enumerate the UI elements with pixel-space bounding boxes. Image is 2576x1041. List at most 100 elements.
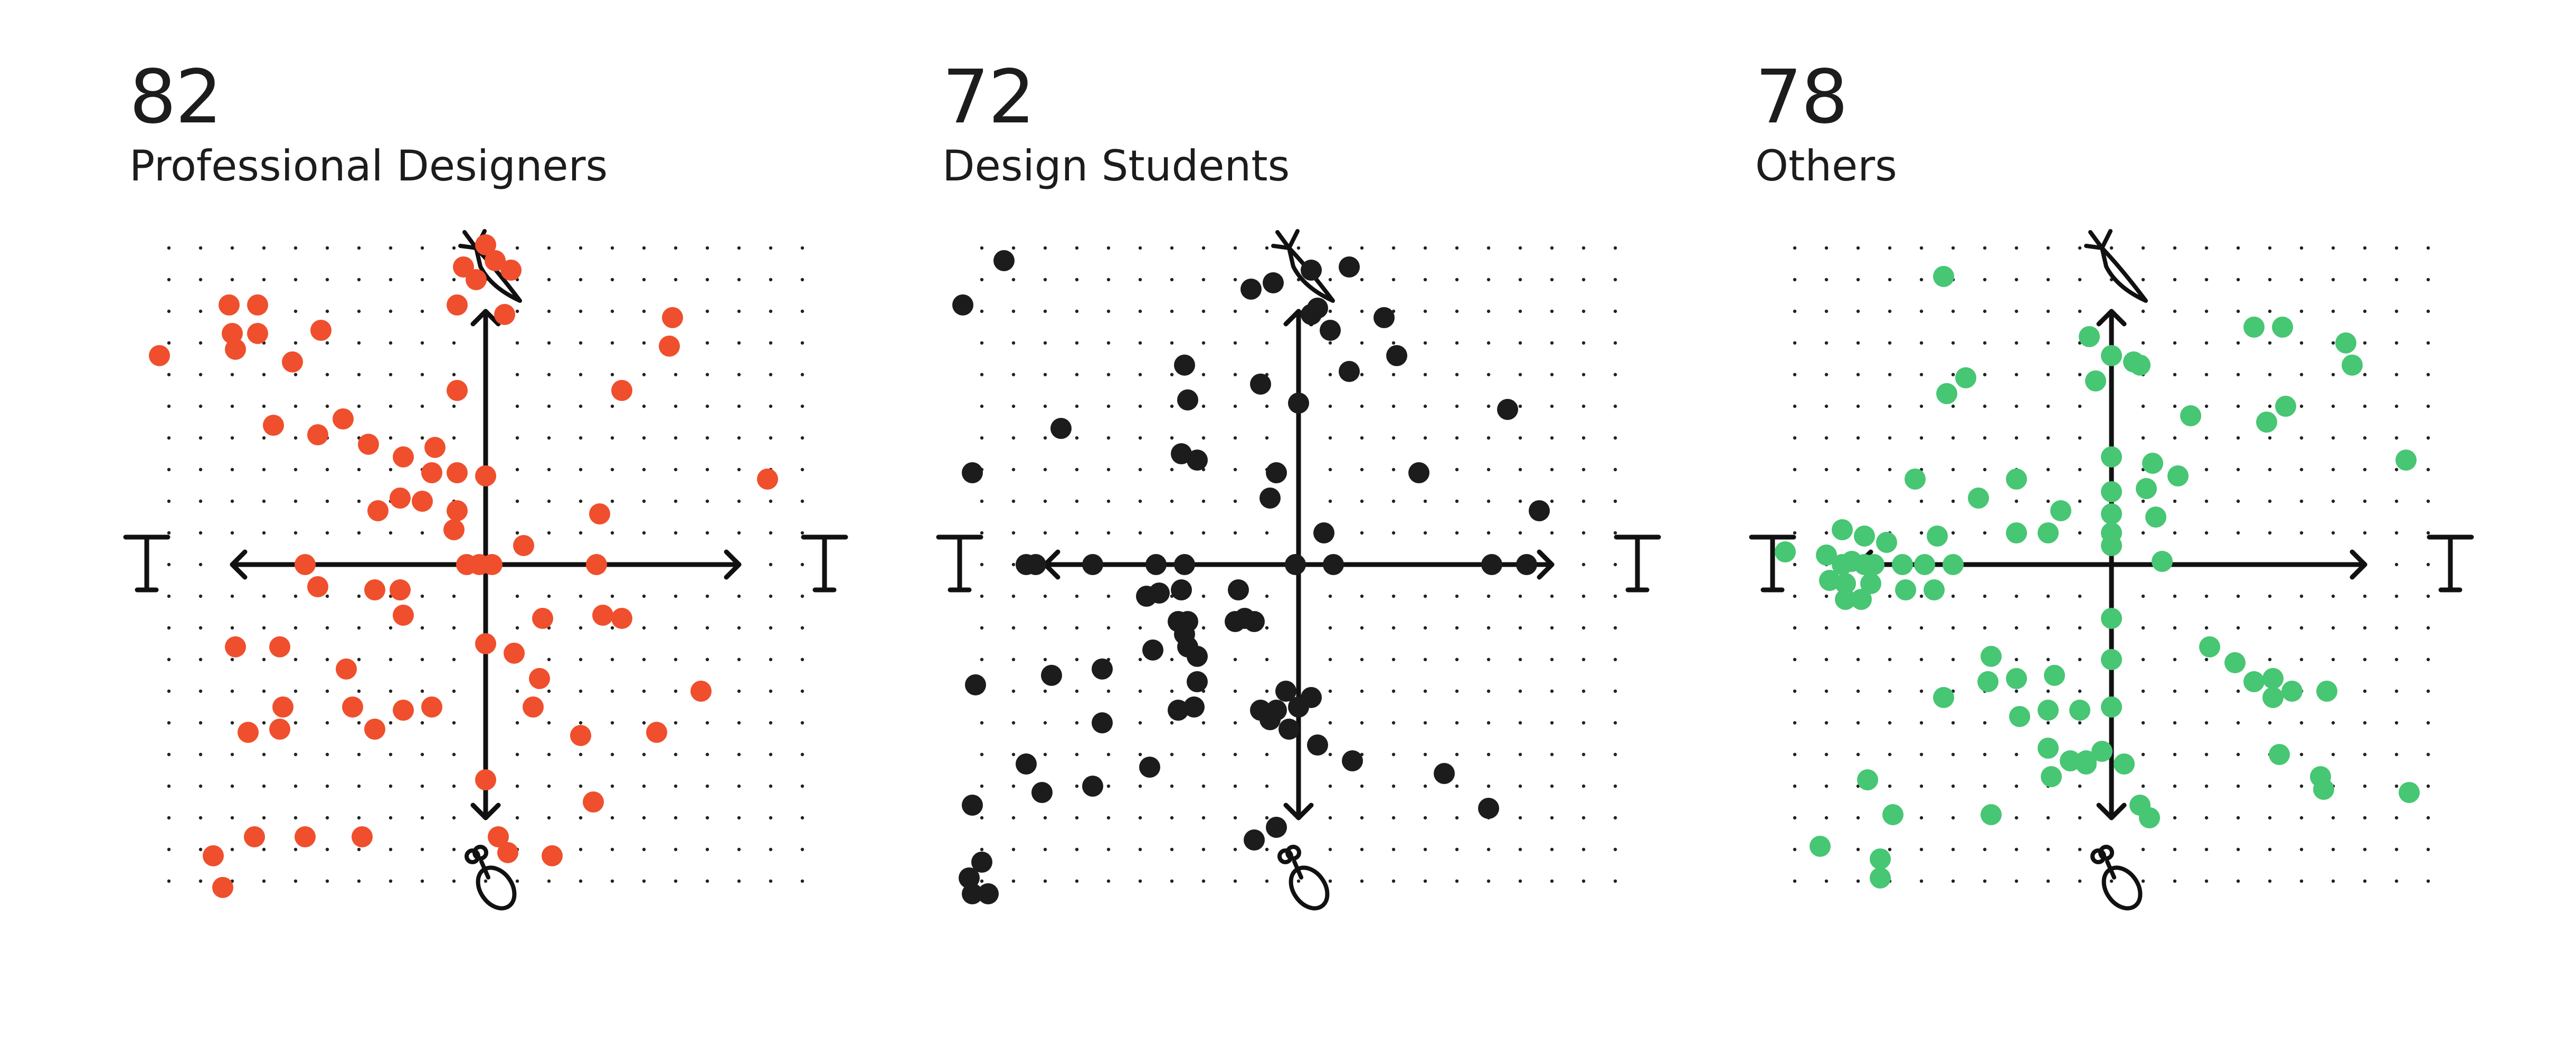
data-point — [529, 668, 550, 689]
data-point — [2269, 744, 2290, 765]
data-points — [952, 250, 1550, 904]
data-point — [1386, 345, 1407, 366]
data-point — [2129, 355, 2151, 376]
data-point — [659, 336, 680, 357]
data-point — [2101, 696, 2122, 718]
data-point — [1981, 804, 2002, 825]
data-point — [1082, 776, 1103, 797]
data-point — [2224, 652, 2246, 673]
data-point — [2079, 326, 2100, 347]
data-point — [2101, 535, 2122, 556]
data-point — [2136, 478, 2157, 499]
data-point — [447, 500, 468, 521]
data-point — [1905, 469, 1926, 490]
data-point — [1174, 355, 1195, 376]
data-point — [272, 696, 293, 718]
data-point — [1041, 665, 1062, 686]
data-point — [358, 434, 379, 455]
data-point — [1529, 500, 1550, 521]
data-point — [1924, 579, 1945, 600]
data-point — [269, 719, 290, 740]
data-point — [1895, 579, 1916, 600]
data-point — [1187, 671, 1208, 692]
data-point — [962, 795, 983, 816]
data-point — [333, 408, 354, 429]
data-point — [421, 696, 442, 718]
arrow-down — [2096, 803, 2127, 820]
data-point — [1016, 753, 1037, 775]
tofu-T-icon — [801, 534, 848, 593]
data-point — [475, 633, 496, 654]
data-point — [1339, 256, 1360, 278]
scatter-plot — [936, 229, 1661, 911]
data-point — [1933, 266, 1954, 287]
data-point — [2006, 469, 2027, 490]
data-point — [2313, 779, 2334, 800]
data-point — [2139, 807, 2160, 828]
data-point — [336, 658, 357, 680]
arrow-down — [1283, 803, 1314, 820]
data-point — [500, 260, 522, 281]
tofu-T-icon — [1614, 534, 1661, 593]
data-points — [1775, 266, 2420, 889]
data-point — [2085, 370, 2106, 391]
data-point — [1278, 719, 1300, 740]
data-point — [1183, 696, 1205, 718]
arrow-up — [470, 309, 501, 327]
data-point — [225, 636, 246, 657]
data-point — [244, 826, 265, 847]
data-point — [295, 826, 316, 847]
data-point — [1171, 579, 1192, 600]
data-point — [1288, 393, 1309, 414]
data-point — [2335, 332, 2356, 354]
data-point — [1892, 554, 1913, 575]
data-point — [611, 380, 632, 401]
data-point — [978, 883, 999, 904]
data-point — [1408, 462, 1429, 483]
data-point — [2243, 671, 2265, 692]
data-point — [1307, 734, 1328, 756]
data-point — [583, 791, 604, 813]
data-point — [295, 554, 316, 575]
data-point — [589, 503, 610, 524]
data-point — [1174, 624, 1195, 645]
data-point — [2041, 766, 2062, 787]
data-point — [269, 636, 290, 657]
data-point — [1478, 798, 1499, 819]
data-points — [149, 234, 778, 898]
data-point — [1228, 579, 1249, 600]
data-point — [475, 465, 496, 486]
data-point — [238, 722, 259, 743]
respondent-count: 82 — [129, 54, 222, 140]
data-point — [570, 725, 591, 746]
drumstick-icon — [2090, 845, 2143, 911]
data-point — [443, 519, 465, 540]
data-point — [2060, 750, 2081, 771]
data-point — [2281, 681, 2303, 702]
panel-design-students: 72 Design Students — [897, 0, 1700, 1041]
arrow-left — [230, 549, 248, 580]
grid-dots — [167, 246, 804, 883]
data-point — [485, 250, 506, 271]
data-point — [1835, 589, 1856, 610]
tofu-T-icon — [936, 534, 983, 593]
data-point — [1955, 367, 1976, 388]
data-point — [367, 500, 389, 521]
data-point — [1882, 804, 1903, 825]
data-point — [592, 605, 613, 626]
data-point — [1810, 836, 1831, 857]
data-point — [393, 605, 414, 626]
data-point — [203, 845, 224, 866]
data-point — [1835, 573, 1856, 594]
panel-others: 78 Others — [1710, 0, 2513, 1041]
data-point — [1266, 817, 1287, 838]
data-point — [2076, 750, 2097, 771]
data-point — [952, 294, 973, 316]
arrow-down — [470, 803, 501, 820]
data-point — [497, 842, 518, 863]
data-point — [421, 462, 442, 483]
data-point — [1819, 570, 1840, 591]
data-point — [1187, 646, 1208, 667]
data-point — [1050, 418, 1072, 439]
data-point — [504, 643, 525, 664]
